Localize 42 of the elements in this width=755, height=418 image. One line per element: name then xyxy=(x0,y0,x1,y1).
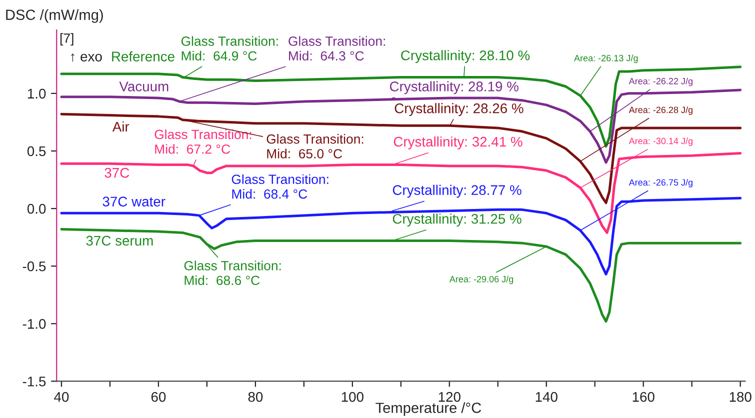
y-axis-title: DSC /(mW/mg) xyxy=(6,9,103,23)
y-tick-label: -0.5 xyxy=(22,261,46,272)
x-tick-label: 60 xyxy=(151,392,166,402)
annotation: Area: -26.22 J/g xyxy=(628,78,692,86)
y-tick-label: 1.0 xyxy=(28,88,46,99)
annotation: Crystallinity: 32.41 % xyxy=(394,136,522,150)
x-tick-label: 140 xyxy=(536,392,558,402)
annotation: Glass Transition: Mid: 68.4 °C xyxy=(232,174,328,199)
annotation: Area: -29.06 J/g xyxy=(449,276,514,284)
series-label: Air xyxy=(112,121,130,132)
x-axis-title: Temperature /°C xyxy=(376,402,482,416)
annotation: Area: -26.75 J/g xyxy=(628,179,692,188)
y-tick-label: -1.0 xyxy=(22,318,46,329)
x-tick-label: 120 xyxy=(438,392,460,402)
series-label: 37C serum xyxy=(86,236,153,246)
annotation: Crystallinity: 31.25 % xyxy=(392,214,522,227)
annotation: Glass Transition: Mid: 64.9 °C xyxy=(181,36,278,61)
x-tick-label: 100 xyxy=(342,392,364,402)
x-tick-label: 180 xyxy=(730,392,752,402)
annotation: Area: -26.28 J/g xyxy=(628,106,692,115)
annotation: Glass Transition: Mid: 64.3 °C xyxy=(288,36,385,61)
annotation: Glass Transition: Mid: 68.6 °C xyxy=(184,260,281,286)
series-label: Reference xyxy=(112,51,174,62)
x-tick-label: 160 xyxy=(632,392,654,402)
x-tick-label: 80 xyxy=(248,392,263,402)
annotation: Crystallinity: 28.26 % xyxy=(394,103,524,116)
y-tick-label: 0.0 xyxy=(27,204,46,214)
annotation: ↑ exo xyxy=(71,54,102,62)
annotation: Glass Transition: Mid: 67.2 °C xyxy=(154,129,252,154)
annotation: Crystallinity: 28.10 % xyxy=(401,50,530,64)
annotation: [7] xyxy=(60,33,74,46)
annotation: Area: -30.14 J/g xyxy=(628,138,692,146)
y-tick-label: -1.5 xyxy=(22,376,46,386)
series-label: 37C xyxy=(104,168,130,178)
annotation: Area: -26.13 J/g xyxy=(574,54,638,64)
series-label: Vacuum xyxy=(119,82,168,92)
series-label: 37C water xyxy=(102,196,166,207)
annotation: Crystallinity: 28.77 % xyxy=(392,184,522,198)
x-tick-label: 40 xyxy=(54,392,69,402)
annotation: Glass Transition: Mid: 65.0 °C xyxy=(266,134,364,158)
y-tick-label: 0.5 xyxy=(27,146,46,156)
annotation: Crystallinity: 28.19 % xyxy=(390,81,518,94)
